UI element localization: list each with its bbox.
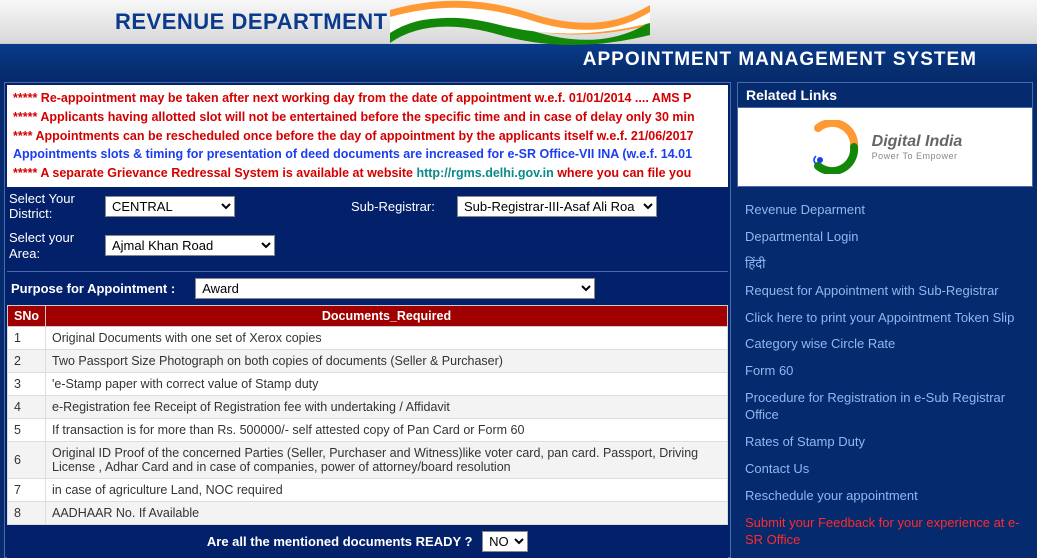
col-sno: SNo: [8, 306, 46, 327]
table-row: 6Original ID Proof of the concerned Part…: [8, 442, 728, 479]
cell-doc: in case of agriculture Land, NOC require…: [46, 479, 728, 502]
cell-doc: Original Documents with one set of Xerox…: [46, 327, 728, 350]
related-link[interactable]: Departmental Login: [741, 224, 1029, 251]
marquee-notices: ***** Re-appointment may be taken after …: [7, 85, 728, 187]
notice-line: ***** Applicants having allotted slot wi…: [13, 108, 722, 127]
notice-line: **** Appointments can be rescheduled onc…: [13, 127, 722, 146]
area-label: Select your Area:: [9, 230, 99, 261]
cell-doc: e-Registration fee Receipt of Registrati…: [46, 396, 728, 419]
district-select[interactable]: CENTRAL: [105, 196, 235, 217]
area-row: Select your Area: Ajmal Khan Road: [7, 226, 728, 265]
related-link[interactable]: Revenue Deparment: [741, 197, 1029, 224]
cell-sno: 4: [8, 396, 46, 419]
cell-doc: AADHAAR No. If Available: [46, 502, 728, 525]
related-link[interactable]: Request for Appointment with Sub-Registr…: [741, 278, 1029, 305]
table-row: 2Two Passport Size Photograph on both co…: [8, 350, 728, 373]
purpose-label: Purpose for Appointment :: [11, 281, 175, 296]
subregistrar-label: Sub-Registrar:: [351, 199, 451, 214]
department-title: REVENUE DEPARTMENT: [115, 9, 388, 35]
digital-india-sub: Power To Empower: [872, 151, 963, 161]
related-link[interactable]: Reschedule your appointment: [741, 483, 1029, 510]
ready-select[interactable]: NO: [482, 531, 528, 552]
purpose-select[interactable]: Award: [195, 278, 595, 299]
system-title: APPOINTMENT MANAGEMENT SYSTEM: [583, 49, 977, 71]
table-row: 3'e-Stamp paper with correct value of St…: [8, 373, 728, 396]
related-link[interactable]: Procedure for Registration in e-Sub Regi…: [741, 385, 1029, 429]
related-link[interactable]: हिंदी: [741, 251, 1029, 278]
subregistrar-select[interactable]: Sub-Registrar-III-Asaf Ali Roa: [457, 196, 657, 217]
related-link[interactable]: Category wise Circle Rate: [741, 331, 1029, 358]
cell-sno: 3: [8, 373, 46, 396]
related-link[interactable]: Submit your Feedback for your experience…: [741, 510, 1029, 554]
col-documents: Documents_Required: [46, 306, 728, 327]
cell-sno: 2: [8, 350, 46, 373]
cell-doc: Original ID Proof of the concerned Parti…: [46, 442, 728, 479]
content-wrap: ***** Re-appointment may be taken after …: [0, 76, 1037, 558]
district-label: Select Your District:: [9, 191, 99, 222]
district-row: Select Your District: CENTRAL Sub-Regist…: [7, 187, 728, 226]
cell-sno: 5: [8, 419, 46, 442]
main-column: ***** Re-appointment may be taken after …: [4, 82, 731, 558]
cell-doc: If transaction is for more than Rs. 5000…: [46, 419, 728, 442]
area-select[interactable]: Ajmal Khan Road: [105, 235, 275, 256]
table-row: 5If transaction is for more than Rs. 500…: [8, 419, 728, 442]
notice-line: ***** A separate Grievance Redressal Sys…: [13, 164, 722, 183]
cell-doc: 'e-Stamp paper with correct value of Sta…: [46, 373, 728, 396]
documents-table: SNo Documents_Required 1Original Documen…: [7, 305, 728, 525]
cell-sno: 6: [8, 442, 46, 479]
digital-india-title: Digital India: [872, 133, 963, 151]
tricolor-wave-icon: [390, 0, 650, 50]
related-link[interactable]: Rates of Stamp Duty: [741, 429, 1029, 456]
related-link[interactable]: Form 60: [741, 358, 1029, 385]
table-row: 1Original Documents with one set of Xero…: [8, 327, 728, 350]
digital-india-icon: [808, 120, 862, 174]
purpose-row: Purpose for Appointment : Award: [7, 271, 728, 305]
header-top: REVENUE DEPARTMENT: [0, 0, 1037, 44]
related-links-list: Revenue DeparmentDepartmental Loginहिंदी…: [737, 197, 1033, 553]
related-link[interactable]: Contact Us: [741, 456, 1029, 483]
header-main: APPOINTMENT MANAGEMENT SYSTEM: [0, 44, 1037, 76]
cell-sno: 8: [8, 502, 46, 525]
cell-doc: Two Passport Size Photograph on both cop…: [46, 350, 728, 373]
table-row: 4e-Registration fee Receipt of Registrat…: [8, 396, 728, 419]
sidebar: Related Links Digital India Power To Emp…: [737, 82, 1033, 558]
ready-row: Are all the mentioned documents READY ? …: [7, 525, 728, 558]
cell-sno: 1: [8, 327, 46, 350]
table-row: 7in case of agriculture Land, NOC requir…: [8, 479, 728, 502]
ready-label: Are all the mentioned documents READY ?: [207, 534, 473, 549]
digital-india-banner[interactable]: Digital India Power To Empower: [737, 107, 1033, 187]
notice-line: ***** Re-appointment may be taken after …: [13, 89, 722, 108]
table-row: 8AADHAAR No. If Available: [8, 502, 728, 525]
related-links-heading: Related Links: [737, 82, 1033, 107]
cell-sno: 7: [8, 479, 46, 502]
related-link[interactable]: Click here to print your Appointment Tok…: [741, 305, 1029, 332]
notice-line: Appointments slots & timing for presenta…: [13, 145, 722, 164]
